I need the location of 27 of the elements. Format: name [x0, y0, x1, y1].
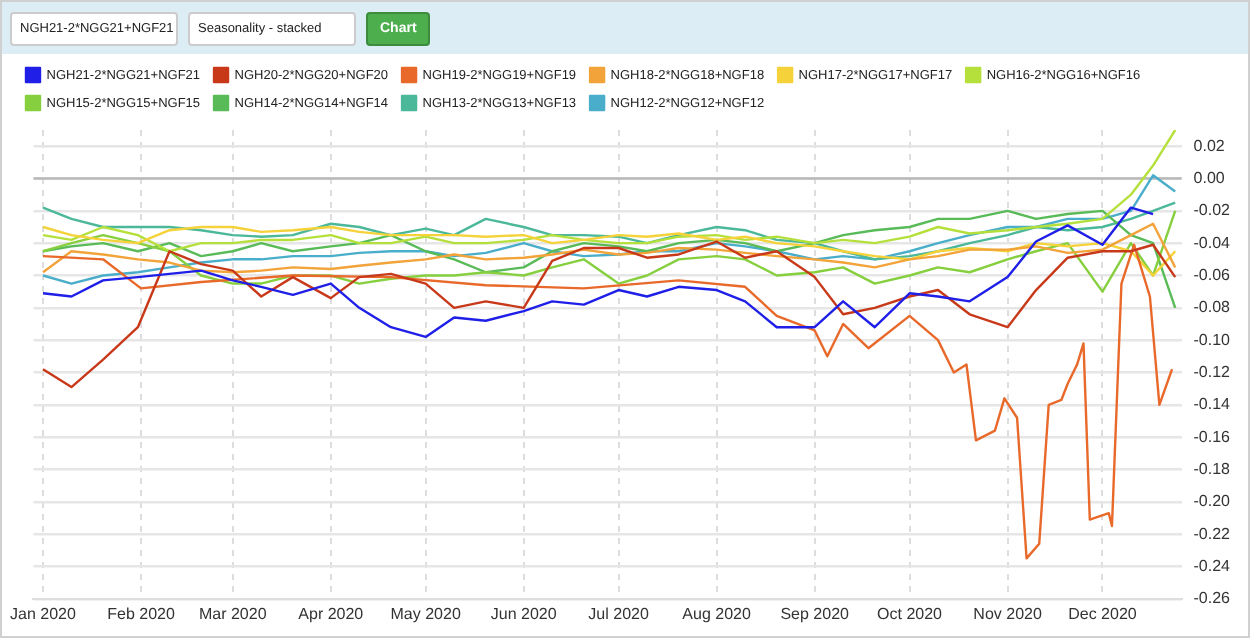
y-tick-label: -0.20	[1193, 492, 1232, 511]
x-tick-label: Dec 2020	[1068, 604, 1138, 623]
x-tick-label: Feb 2020	[107, 604, 176, 623]
y-tick-label: -0.22	[1193, 524, 1232, 543]
x-tick-label: Apr 2020	[298, 604, 365, 623]
y-tick-label: -0.24	[1193, 556, 1232, 575]
x-tick-label: Oct 2020	[877, 604, 944, 623]
y-tick-label: -0.06	[1193, 265, 1232, 284]
y-tick-label: -0.14	[1193, 395, 1232, 414]
y-tick-label: -0.08	[1193, 298, 1232, 317]
y-tick-label: -0.10	[1193, 330, 1232, 349]
y-tick-label: 0.00	[1193, 168, 1226, 187]
y-tick-label: -0.18	[1193, 459, 1232, 478]
y-tick-label: -0.26	[1193, 589, 1232, 608]
y-tick-label: -0.16	[1193, 427, 1232, 446]
x-tick-label: Mar 2020	[198, 604, 268, 623]
x-tick-label: Aug 2020	[682, 604, 752, 623]
x-tick-label: Jun 2020	[490, 604, 558, 623]
y-tick-label: -0.04	[1193, 233, 1232, 252]
x-tick-label: Jul 2020	[588, 604, 650, 623]
x-tick-label: Jan 2020	[10, 604, 77, 623]
y-tick-label: 0.02	[1193, 136, 1226, 155]
x-tick-label: Nov 2020	[973, 604, 1043, 623]
x-tick-label: Sep 2020	[780, 604, 851, 623]
y-tick-label: -0.02	[1193, 201, 1232, 220]
y-tick-label: -0.12	[1193, 362, 1232, 381]
x-tick-label: May 2020	[390, 604, 462, 623]
